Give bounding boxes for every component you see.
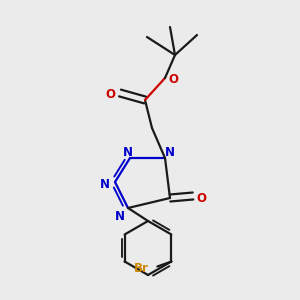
Text: N: N bbox=[100, 178, 110, 190]
Text: Br: Br bbox=[134, 262, 149, 275]
Text: N: N bbox=[123, 146, 133, 158]
Text: N: N bbox=[115, 209, 125, 223]
Text: O: O bbox=[168, 74, 178, 86]
Text: O: O bbox=[196, 191, 206, 205]
Text: O: O bbox=[105, 88, 115, 101]
Text: N: N bbox=[165, 146, 175, 160]
